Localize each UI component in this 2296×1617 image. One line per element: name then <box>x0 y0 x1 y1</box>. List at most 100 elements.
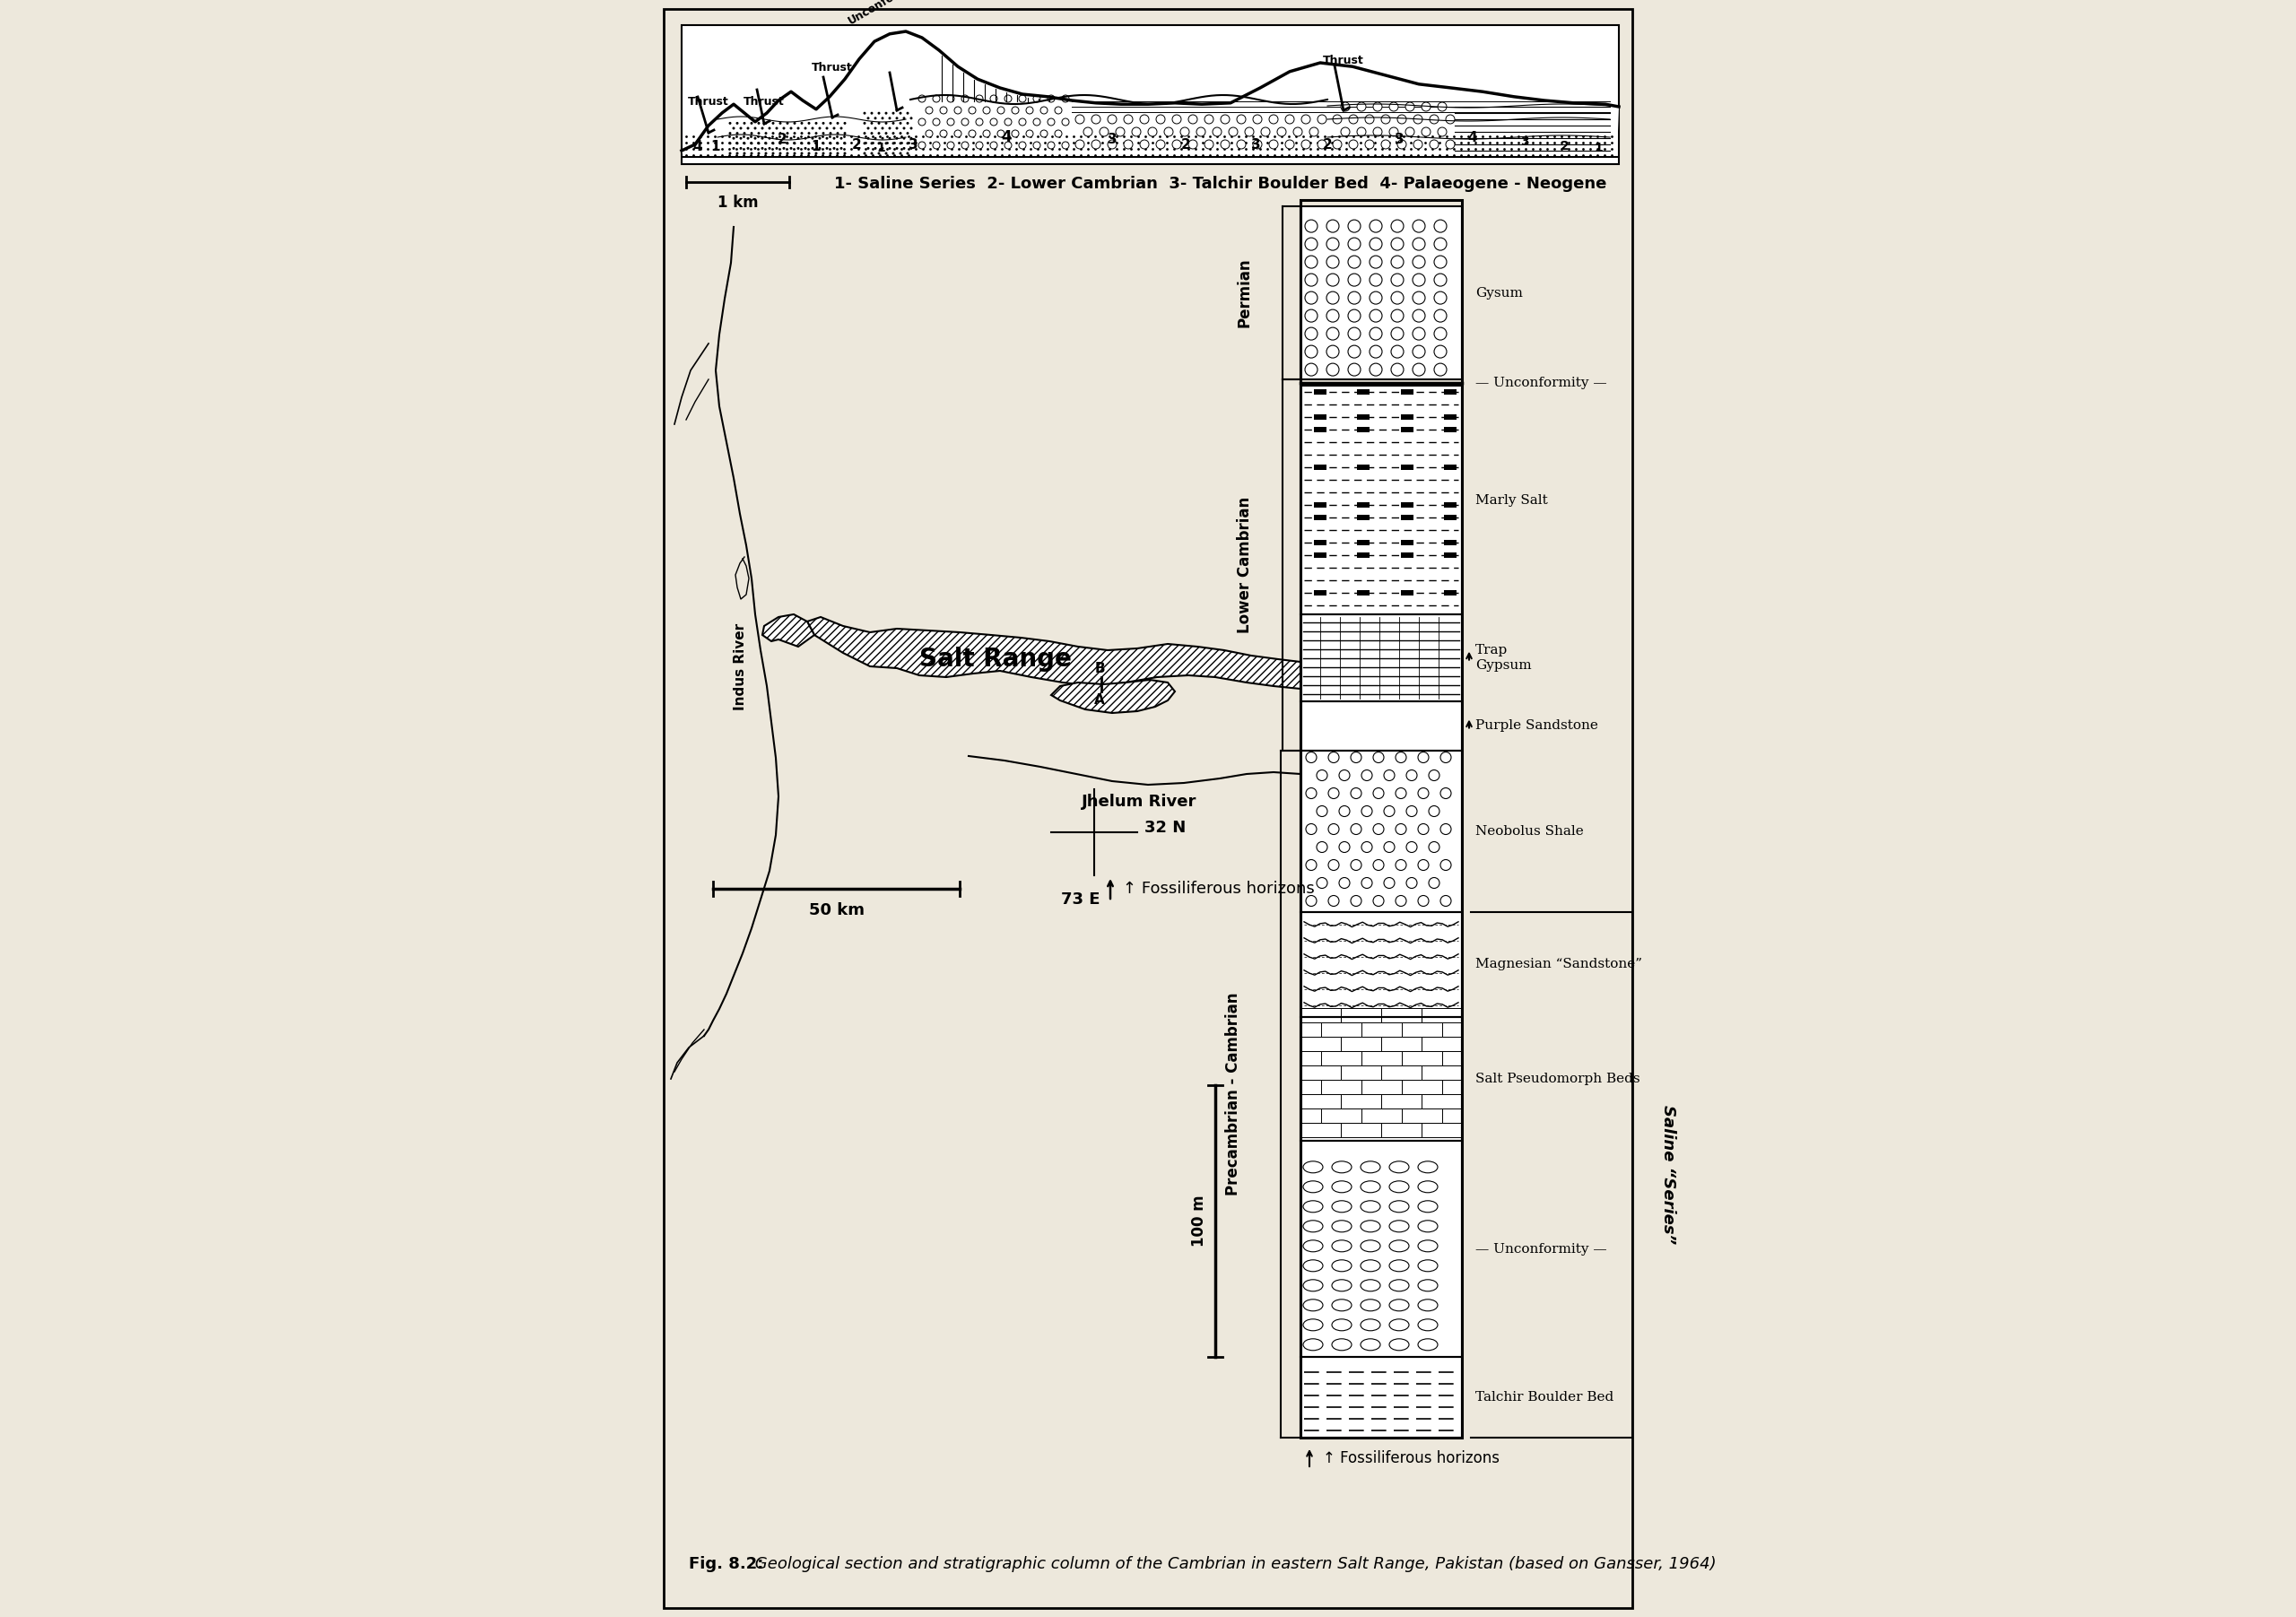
Ellipse shape <box>1419 1260 1437 1271</box>
Circle shape <box>877 133 879 134</box>
Ellipse shape <box>1304 1240 1322 1252</box>
Circle shape <box>884 121 889 125</box>
Ellipse shape <box>1304 1319 1322 1331</box>
Text: 1 km: 1 km <box>716 194 758 210</box>
Circle shape <box>1430 115 1440 125</box>
Circle shape <box>900 133 902 134</box>
Circle shape <box>900 142 902 144</box>
Text: 50 km: 50 km <box>808 902 863 918</box>
Circle shape <box>771 133 774 134</box>
Circle shape <box>1189 115 1196 125</box>
Bar <box>1300 1007 1341 1022</box>
Circle shape <box>1339 770 1350 781</box>
Circle shape <box>1391 220 1403 233</box>
Bar <box>1341 1122 1382 1137</box>
Circle shape <box>822 152 824 155</box>
Circle shape <box>932 142 939 149</box>
Circle shape <box>955 107 962 113</box>
Circle shape <box>948 118 955 126</box>
Circle shape <box>1286 141 1295 149</box>
Text: Thrust: Thrust <box>1322 55 1364 66</box>
Circle shape <box>1382 115 1389 125</box>
Circle shape <box>1362 805 1373 817</box>
Circle shape <box>1414 141 1424 149</box>
Circle shape <box>1164 128 1173 136</box>
Circle shape <box>817 126 822 129</box>
Circle shape <box>889 116 891 120</box>
Bar <box>1362 1051 1403 1066</box>
Text: 4: 4 <box>693 139 703 154</box>
Circle shape <box>1412 327 1426 340</box>
Text: 2: 2 <box>1180 137 1192 150</box>
Circle shape <box>1446 141 1456 149</box>
Circle shape <box>1304 220 1318 233</box>
Circle shape <box>1373 128 1382 136</box>
Circle shape <box>1373 860 1384 870</box>
Bar <box>1401 390 1412 395</box>
Bar <box>1357 414 1371 420</box>
Circle shape <box>728 133 732 134</box>
Circle shape <box>758 133 760 134</box>
Circle shape <box>785 133 790 134</box>
Ellipse shape <box>1304 1300 1322 1311</box>
Ellipse shape <box>1419 1221 1437 1232</box>
Bar <box>1300 1140 1463 1357</box>
Circle shape <box>1405 770 1417 781</box>
Circle shape <box>1405 102 1414 112</box>
Circle shape <box>1389 128 1398 136</box>
Circle shape <box>882 147 884 150</box>
Circle shape <box>1419 896 1428 906</box>
Ellipse shape <box>1419 1339 1437 1350</box>
Circle shape <box>1435 238 1446 251</box>
Circle shape <box>843 142 847 144</box>
Bar <box>1313 540 1327 545</box>
Circle shape <box>1054 129 1061 137</box>
Circle shape <box>969 129 976 137</box>
Circle shape <box>737 121 739 125</box>
Bar <box>1444 540 1456 545</box>
Text: 1: 1 <box>1593 142 1603 154</box>
Circle shape <box>785 121 790 125</box>
Circle shape <box>918 142 925 149</box>
Bar <box>1442 1108 1463 1122</box>
Circle shape <box>1440 896 1451 906</box>
Circle shape <box>1075 141 1084 149</box>
Bar <box>1403 1108 1442 1122</box>
Bar <box>1357 464 1371 471</box>
Circle shape <box>1339 878 1350 888</box>
Bar <box>682 26 1619 163</box>
Bar <box>1444 390 1456 395</box>
Circle shape <box>739 137 742 139</box>
Circle shape <box>983 107 990 113</box>
Circle shape <box>1173 115 1180 125</box>
Circle shape <box>815 133 817 134</box>
Ellipse shape <box>1389 1221 1410 1232</box>
Circle shape <box>1396 752 1405 763</box>
Circle shape <box>840 147 843 150</box>
Circle shape <box>760 137 765 139</box>
Circle shape <box>1368 255 1382 268</box>
Circle shape <box>1384 770 1394 781</box>
Circle shape <box>827 126 829 129</box>
Circle shape <box>769 126 771 129</box>
Circle shape <box>884 142 889 144</box>
Bar <box>1401 516 1412 521</box>
Circle shape <box>868 116 870 120</box>
Circle shape <box>1440 860 1451 870</box>
Circle shape <box>925 107 932 113</box>
Circle shape <box>1254 115 1263 125</box>
Circle shape <box>1412 220 1426 233</box>
Ellipse shape <box>1362 1201 1380 1213</box>
Circle shape <box>771 142 774 144</box>
Bar <box>1341 1095 1382 1108</box>
Circle shape <box>801 121 804 125</box>
Circle shape <box>1391 364 1403 375</box>
Circle shape <box>962 95 969 102</box>
Circle shape <box>836 152 838 155</box>
Circle shape <box>1405 842 1417 852</box>
Circle shape <box>875 116 877 120</box>
Text: B: B <box>1095 661 1104 676</box>
Text: Fig. 8.2:: Fig. 8.2: <box>689 1556 765 1572</box>
Circle shape <box>1368 364 1382 375</box>
Circle shape <box>983 129 990 137</box>
